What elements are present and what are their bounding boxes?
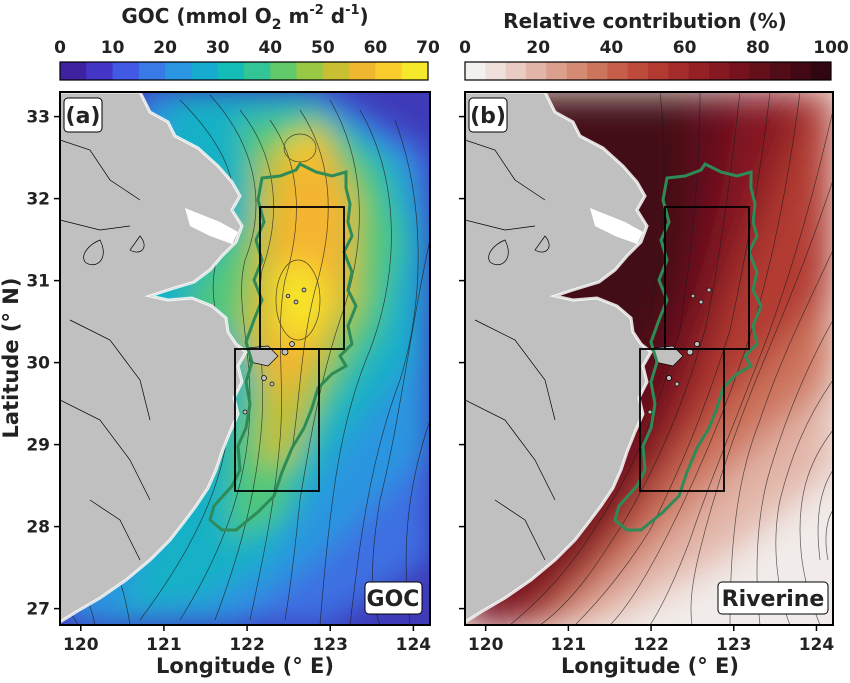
- riverine-colorbar-swatch: [709, 62, 730, 80]
- riverine-colorbar-swatch: [587, 62, 608, 80]
- goc-colorbar-swatch: [375, 62, 403, 80]
- riverine-colorbar-swatch: [729, 62, 751, 80]
- goc-colorbar-title: GOC (mmol O2 m-2 d-1): [121, 3, 368, 33]
- goc-colorbar-swatch: [191, 62, 219, 80]
- goc-colorbar-swatch: [138, 62, 166, 80]
- goc-colorbar-swatch: [217, 62, 245, 80]
- goc-colorbar-tick-label: 40: [258, 38, 282, 58]
- goc-colorbar-tick-label: 10: [101, 38, 125, 58]
- panel-a-label: (a): [66, 104, 101, 129]
- panel-a-xlabel: Longitude (° E): [156, 654, 334, 678]
- goc-colorbar-tick-label: 50: [311, 38, 335, 58]
- goc-colorbar-tick-label: 60: [364, 38, 388, 58]
- riverine-colorbar-swatch: [627, 62, 649, 80]
- axis-ticks: 120 121 122 123 124 27 28 29 30 31 32 33 120 121 122 12…: [26, 108, 834, 655]
- panel-b-xlabel: Longitude (° E): [561, 654, 739, 678]
- goc-colorbar-tick-label: 0: [54, 38, 66, 58]
- riverine-colorbar-tick-label: 100: [813, 38, 849, 58]
- riverine-colorbar-swatch: [790, 62, 812, 80]
- goc-colorbar-swatch: [86, 62, 114, 80]
- box-south-b: [639, 348, 725, 492]
- goc-colorbar-swatch: [401, 62, 429, 80]
- goc-colorbar-ticks: 0 10 20 30 40 50 60 70: [54, 38, 440, 58]
- panel-a-xtick-label: 124: [396, 635, 432, 655]
- riverine-colorbar-tick-label: 20: [526, 38, 550, 58]
- panel-b-xtick-label: 120: [468, 635, 504, 655]
- panel-b-xtick-label: 122: [633, 635, 669, 655]
- riverine-colorbar-swatch: [607, 62, 629, 80]
- riverine-colorbar-swatch: [749, 62, 771, 80]
- ytick-label: 33: [26, 108, 50, 128]
- land-mass-b: [465, 92, 763, 624]
- boundary-a: [208, 162, 358, 532]
- panel-b-tag: Riverine: [722, 587, 825, 612]
- panel-b-xtick-label: 121: [551, 635, 587, 655]
- riverine-colorbar-swatch: [688, 62, 710, 80]
- riverine-colorbar: [464, 61, 832, 81]
- riverine-colorbar-swatch: [648, 62, 669, 80]
- riverine-colorbar-swatch: [505, 62, 527, 80]
- riverine-colorbar-tick-label: 80: [746, 38, 770, 58]
- riverine-colorbar-tick-label: 0: [459, 38, 471, 58]
- ytick-label: 28: [26, 518, 50, 538]
- goc-colorbar-swatch: [112, 62, 140, 80]
- panel-a-xtick-label: 121: [146, 635, 182, 655]
- riverine-colorbar-tick-label: 40: [600, 38, 624, 58]
- riverine-colorbar-swatch: [810, 62, 832, 80]
- riverine-colorbar-swatch: [566, 62, 588, 80]
- panel-b-xtick-label: 124: [799, 635, 835, 655]
- riverine-colorbar-swatch: [465, 62, 486, 80]
- riverine-colorbar-ticks: 0 20 40 60 80 100: [459, 38, 849, 58]
- riverine-colorbar-swatch: [770, 62, 791, 80]
- goc-colorbar-swatch: [244, 62, 271, 80]
- ylabel: Latitude (° N): [0, 278, 23, 439]
- panel-a-xtick-label: 122: [229, 635, 265, 655]
- panel-b-xtick-label: 123: [716, 635, 752, 655]
- riverine-colorbar-swatch: [668, 62, 690, 80]
- riverine-colorbar-title: Relative contribution (%): [503, 9, 787, 33]
- riverine-colorbar-swatch: [485, 62, 507, 80]
- box-south-a: [234, 348, 320, 492]
- panel-a-xtick-label: 123: [312, 635, 348, 655]
- riverine-colorbar-swatch: [546, 62, 568, 80]
- riverine-colorbar-swatch: [526, 62, 547, 80]
- panel-a-xtick-label: 120: [63, 635, 99, 655]
- ytick-label: 31: [26, 272, 50, 292]
- panel-a-tag: GOC: [367, 587, 420, 612]
- panel-b-map: (b) Riverine: [464, 91, 834, 626]
- ytick-label: 32: [26, 190, 50, 210]
- goc-colorbar-tick-label: 70: [416, 38, 440, 58]
- goc-colorbar-tick-label: 20: [153, 38, 177, 58]
- goc-colorbar-swatch: [270, 62, 298, 80]
- panel-b-label: (b): [470, 104, 506, 129]
- goc-colorbar-swatch: [60, 62, 87, 80]
- ytick-label: 27: [26, 600, 50, 620]
- goc-colorbar-swatch: [322, 62, 350, 80]
- ytick-label: 30: [26, 354, 50, 374]
- goc-colorbar: [59, 61, 429, 81]
- goc-colorbar-swatch: [165, 62, 192, 80]
- panel-a-map: (a) GOC: [59, 91, 431, 626]
- ytick-label: 29: [26, 436, 50, 456]
- goc-colorbar-swatch: [349, 62, 376, 80]
- goc-colorbar-swatch: [296, 62, 324, 80]
- boundary-b: [613, 162, 763, 532]
- land-mass-a: [60, 92, 307, 624]
- goc-colorbar-tick-label: 30: [206, 38, 230, 58]
- riverine-colorbar-tick-label: 60: [673, 38, 697, 58]
